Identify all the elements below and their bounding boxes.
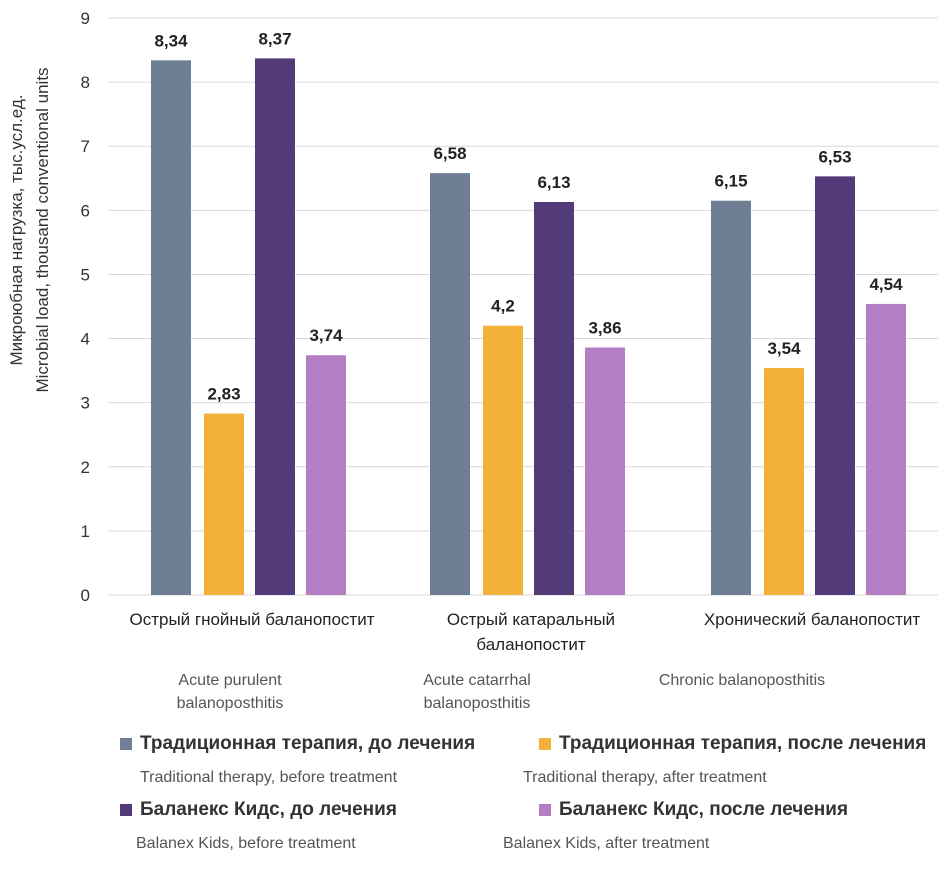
bar [815,176,855,596]
y-tick-label: 9 [81,9,90,28]
bar [306,355,346,595]
x-category-label: Острый катаральный [447,610,615,629]
x-category-label-en: balanoposthitis [177,695,284,712]
bar [255,58,295,595]
y-tick-label: 2 [81,458,90,477]
x-category-label: Хронический баланопостит [704,610,921,629]
y-tick-label: 7 [81,137,90,156]
bars [151,58,906,596]
bar [711,200,751,595]
y-tick-label: 0 [81,586,90,605]
bar [483,325,523,595]
data-label: 6,53 [818,147,851,166]
y-axis-title-en: Microbial load, thousand conventional un… [33,67,52,392]
data-label: 3,54 [767,339,801,358]
x-category-label: Острый гнойный баланопостит [129,610,374,629]
bar [534,201,574,595]
data-labels: 8,34 6,58 6,15 2,83 4,2 3,54 8,37 6,13 6,53 3,74 3… [154,29,903,403]
x-axis-categories: Острый гнойный баланопостит Острый катара… [129,610,920,712]
x-category-label-en: Acute purulent [178,672,282,689]
y-tick-label: 6 [81,201,90,220]
y-axis-ticks: 0 1 2 3 4 5 6 7 8 9 [81,9,90,605]
data-label: 8,34 [154,31,188,50]
x-category-label-en: balanoposthitis [424,695,531,712]
bar [585,347,625,595]
y-axis-label: Микроюбная нагрузка, тыс.усл.ед. Microbia… [7,67,52,392]
data-label: 6,13 [537,173,570,192]
data-label: 3,86 [588,319,621,338]
data-label: 8,37 [258,29,291,48]
data-label: 3,74 [309,326,343,345]
y-tick-label: 8 [81,73,90,92]
bar [764,368,804,595]
y-tick-label: 3 [81,394,90,413]
bar [204,413,244,595]
bar [430,173,470,595]
y-tick-label: 5 [81,265,90,284]
x-category-label: баланопостит [476,635,585,654]
data-label: 4,54 [869,275,903,294]
x-category-label-en: Acute catarrhal [423,672,531,689]
y-tick-label: 4 [81,330,90,349]
x-category-label-en: Chronic balanoposthitis [659,672,825,689]
data-label: 2,83 [207,385,240,404]
data-label: 6,15 [714,172,747,191]
data-label: 6,58 [433,144,466,163]
bar [151,60,191,595]
bar [866,303,906,595]
y-tick-label: 1 [81,522,90,541]
y-axis-title: Микроюбная нагрузка, тыс.усл.ед. [7,95,26,366]
data-label: 4,2 [491,297,515,316]
